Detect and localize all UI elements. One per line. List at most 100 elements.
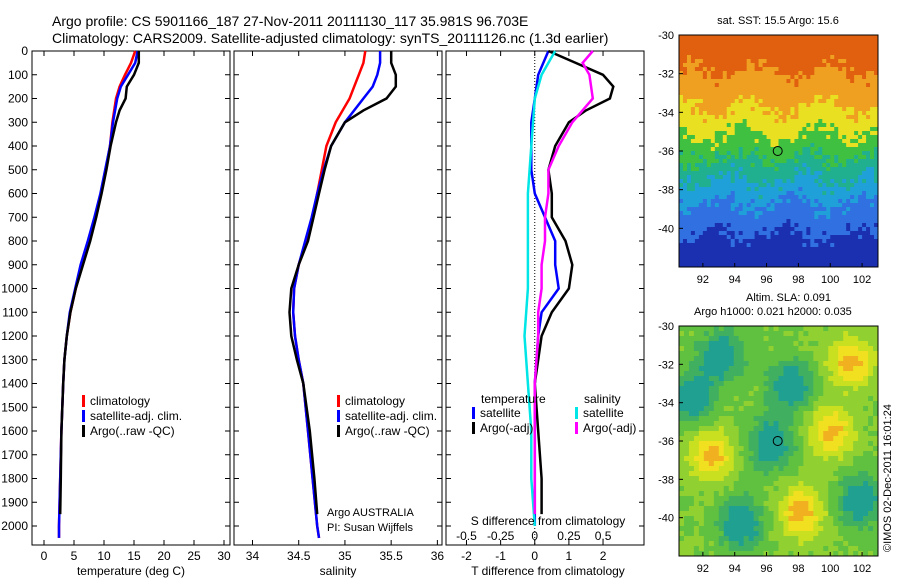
- sst-cell: [774, 39, 779, 44]
- sla-cell: [683, 346, 690, 352]
- sla-cell: [728, 391, 735, 397]
- sla-cell: [863, 351, 869, 357]
- sst-cell: [870, 43, 875, 48]
- sst-cell: [698, 151, 704, 156]
- sst-cell: [694, 111, 700, 116]
- sst-cell: [874, 243, 879, 248]
- sst-cell: [790, 55, 795, 60]
- sla-cell: [728, 471, 735, 477]
- sla-cell: [823, 546, 829, 552]
- sla-cell: [823, 396, 829, 402]
- sla-cell: [758, 486, 764, 492]
- sst-cell: [718, 263, 724, 268]
- sst-cell: [686, 95, 692, 100]
- sla-cell: [818, 511, 824, 517]
- sst-cell: [846, 39, 851, 44]
- sst-cell: [714, 111, 720, 116]
- sst-cell: [770, 147, 775, 152]
- sst-cell: [850, 107, 855, 112]
- sla-cell: [753, 451, 760, 457]
- sla-cell: [688, 466, 695, 472]
- sst-cell: [762, 127, 767, 132]
- sst-cell: [794, 79, 799, 84]
- sst-cell: [758, 71, 763, 76]
- sst-cell: [858, 163, 863, 168]
- sla-cell: [723, 326, 730, 332]
- sla-cell: [838, 366, 844, 372]
- sst-cell: [679, 131, 684, 136]
- sst-cell: [682, 119, 688, 124]
- sst-cell: [810, 139, 815, 144]
- sst-cell: [854, 159, 859, 164]
- sst-cell: [679, 195, 684, 200]
- sla-cell: [703, 446, 710, 452]
- sst-cell: [762, 223, 767, 228]
- sst-cell: [862, 223, 867, 228]
- sst-cell: [702, 227, 708, 232]
- sst-cell: [794, 35, 799, 40]
- sst-cell: [770, 79, 775, 84]
- sst-cell: [838, 187, 843, 192]
- sla-cell: [688, 476, 695, 482]
- sst-cell: [738, 171, 744, 176]
- sst-cell: [722, 251, 728, 256]
- sst-cell: [862, 39, 867, 44]
- sla-cell: [703, 381, 710, 387]
- sla-cell: [858, 366, 864, 372]
- sst-cell: [854, 151, 859, 156]
- sst-cell: [842, 191, 847, 196]
- sst-cell: [714, 207, 720, 212]
- sst-cell: [750, 183, 756, 188]
- sla-cell: [808, 436, 814, 442]
- sla-cell: [683, 551, 690, 557]
- sla-cell: [713, 541, 720, 547]
- sst-cell: [810, 43, 815, 48]
- sst-cell: [722, 239, 728, 244]
- sla-cell: [858, 456, 864, 462]
- sla-cell: [828, 406, 834, 412]
- sst-cell: [754, 71, 759, 76]
- sla-cell: [828, 476, 834, 482]
- sst-cell: [862, 111, 867, 116]
- sla-cell: [708, 406, 715, 412]
- sst-cell: [758, 207, 763, 212]
- sst-cell: [730, 163, 736, 168]
- sst-cell: [786, 115, 791, 120]
- sst-cell: [838, 83, 843, 88]
- sst-cell: [794, 123, 799, 128]
- sst-cell: [806, 151, 811, 156]
- sst-cell: [782, 51, 787, 56]
- sst-cell: [826, 127, 831, 132]
- sst-cell: [842, 95, 847, 100]
- sst-cell: [766, 179, 771, 184]
- sla-cell: [708, 341, 715, 347]
- sst-cell: [746, 39, 752, 44]
- sla-cell: [679, 406, 685, 412]
- sst-cell: [742, 187, 748, 192]
- sla-cell: [733, 426, 740, 432]
- sst-cell: [846, 95, 851, 100]
- sla-cell: [823, 376, 829, 382]
- sla-cell: [843, 541, 849, 547]
- sst-cell: [718, 167, 724, 172]
- sst-cell: [706, 51, 712, 56]
- sst-cell: [790, 183, 795, 188]
- sst-cell: [798, 59, 803, 64]
- sst-cell: [758, 203, 763, 208]
- sla-cell: [793, 406, 799, 412]
- sst-cell: [790, 163, 795, 168]
- sla-cell: [748, 506, 755, 512]
- sla-cell: [858, 371, 864, 377]
- figure-title-line2: Climatology: CARS2009. Satellite-adjuste…: [52, 30, 608, 46]
- sst-cell: [862, 195, 867, 200]
- sla-cell: [688, 431, 695, 437]
- sla-cell: [823, 366, 829, 372]
- sla-cell: [863, 476, 869, 482]
- sla-cell: [803, 411, 809, 417]
- sst-cell: [770, 159, 775, 164]
- sla-cell: [778, 541, 784, 547]
- sst-cell: [798, 223, 803, 228]
- sst-cell: [762, 151, 767, 156]
- sst-cell: [786, 251, 791, 256]
- sla-cell: [723, 506, 730, 512]
